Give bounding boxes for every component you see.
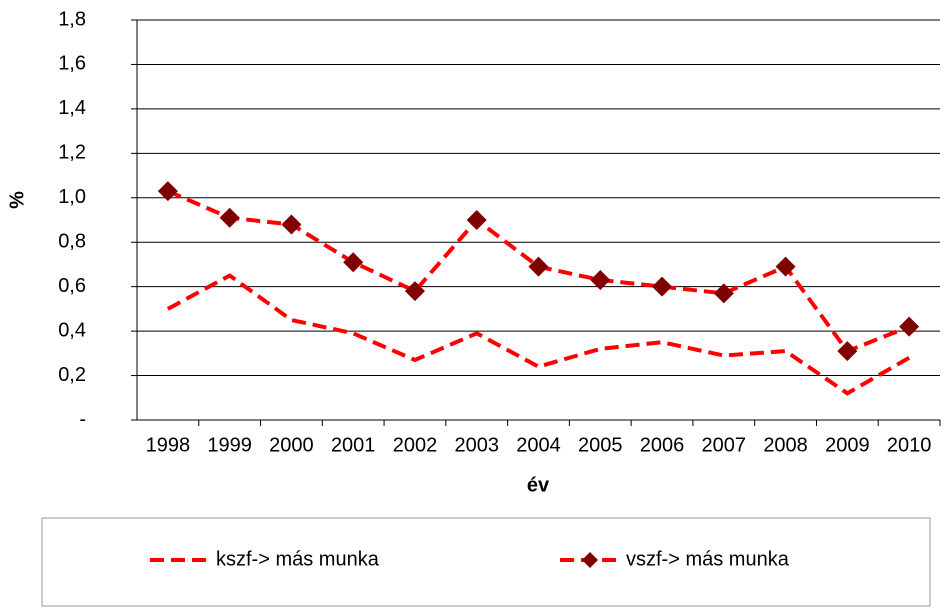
- marker: [899, 316, 920, 337]
- y-tick-label: 1,8: [58, 8, 86, 30]
- marker: [590, 270, 611, 290]
- legend-marker: [582, 552, 598, 568]
- y-tick-label: 0,6: [58, 275, 86, 297]
- x-axis-label: év: [527, 474, 550, 496]
- x-tick-label: 2003: [454, 434, 499, 456]
- marker: [528, 256, 549, 277]
- x-tick-label: 2010: [887, 434, 932, 456]
- marker: [775, 256, 796, 277]
- x-tick-label: 1998: [146, 434, 191, 456]
- y-tick-label: 0,2: [58, 364, 86, 386]
- x-tick-label: 2002: [393, 434, 438, 456]
- marker: [652, 276, 673, 297]
- x-tick-label: 1999: [207, 434, 252, 456]
- y-tick-label: 1,4: [58, 97, 86, 119]
- y-axis-label: %: [6, 191, 28, 209]
- legend-box: [41, 517, 931, 607]
- legend-label: vszf-> más munka: [626, 548, 790, 570]
- x-tick-label: 2006: [640, 434, 685, 456]
- x-tick-label: 2000: [269, 434, 314, 456]
- marker: [157, 181, 178, 202]
- marker: [713, 283, 734, 304]
- y-tick-label: 0,8: [58, 231, 86, 253]
- y-tick-label: 1,0: [58, 186, 86, 208]
- x-tick-label: 2004: [516, 434, 561, 456]
- x-tick-label: 2009: [825, 434, 870, 456]
- legend-label: kszf-> más munka: [216, 548, 380, 570]
- x-tick-label: 2007: [702, 434, 747, 456]
- x-tick-label: 2001: [331, 434, 376, 456]
- y-tick-label: 1,2: [58, 142, 86, 164]
- marker: [281, 214, 302, 235]
- y-tick-label: 1,6: [58, 53, 86, 75]
- y-tick-label: -: [79, 408, 86, 430]
- marker: [404, 281, 425, 302]
- marker: [343, 252, 364, 273]
- marker: [466, 210, 487, 230]
- x-tick-label: 2005: [578, 434, 623, 456]
- y-tick-label: 0,4: [58, 319, 86, 341]
- marker: [837, 341, 858, 362]
- marker: [219, 207, 240, 228]
- x-tick-label: 2008: [763, 434, 808, 456]
